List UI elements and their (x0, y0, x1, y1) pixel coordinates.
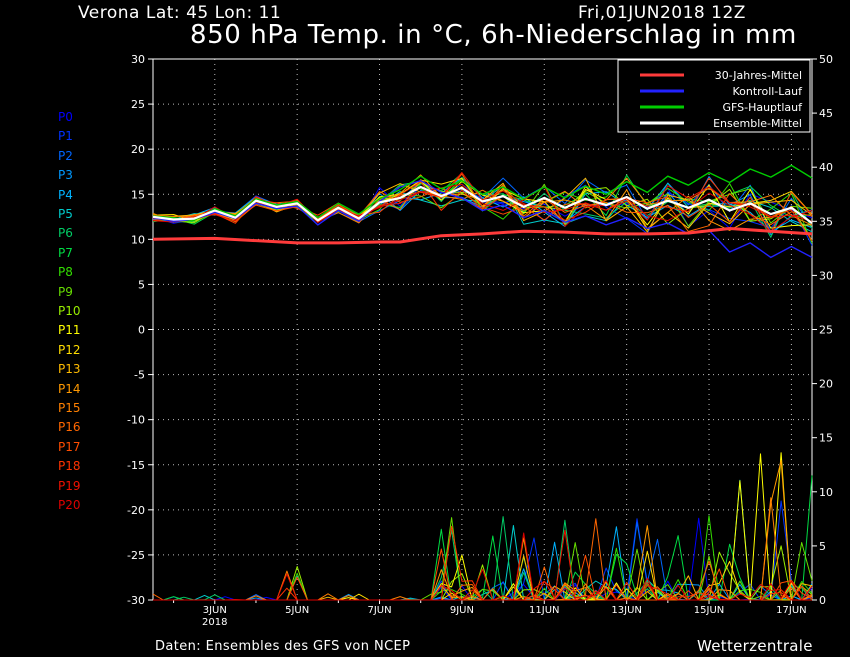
x-tick-label: 9JUN (450, 605, 474, 616)
legend-label: Kontroll-Lauf (733, 85, 804, 98)
x-tick-label: 7JUN (367, 605, 391, 616)
y-left-tick-label: -10 (127, 414, 145, 427)
member-label-p7: P7 (58, 245, 73, 260)
series-line-gfs-hauptlauf (152, 164, 813, 222)
y-right-tick-label: 25 (819, 324, 833, 337)
y-right-tick-label: 10 (819, 486, 833, 499)
legend-label: GFS-Hauptlauf (722, 101, 803, 114)
y-left-tick-label: 5 (138, 278, 145, 291)
y-left-tick-label: 25 (131, 98, 145, 111)
y-right-tick-label: 35 (819, 215, 833, 228)
member-label-p10: P10 (58, 304, 81, 318)
series-line-30-jahres-mittel (152, 227, 813, 245)
y-right-tick-label: 30 (819, 269, 833, 282)
member-precip-line-p8 (153, 515, 813, 601)
y-left-tick-label: -20 (127, 504, 145, 517)
member-label-p12: P12 (58, 342, 81, 357)
run-date-label: Fri,01JUN2018 12Z (578, 3, 746, 23)
y-left-tick-label: 0 (138, 324, 145, 337)
y-left-tick-label: 15 (131, 188, 145, 201)
member-precip-line-p20 (153, 532, 813, 601)
y-right-tick-label: 5 (819, 540, 826, 553)
member-label-p8: P8 (58, 265, 73, 280)
member-label-p13: P13 (58, 362, 81, 377)
y-right-tick-label: 40 (819, 161, 833, 174)
y-left-tick-label: 20 (131, 143, 145, 156)
member-label-p1: P1 (58, 129, 73, 144)
brand-label: Wetterzentrale (697, 637, 813, 655)
x-tick-label: 15JUN (694, 605, 724, 616)
legend-label: Ensemble-Mittel (713, 117, 802, 130)
member-precip-line-p0 (153, 517, 813, 601)
y-left-tick-label: 10 (131, 233, 145, 246)
member-precip-line-p11 (153, 452, 812, 601)
x-tick-label: 11JUN (529, 605, 559, 616)
member-label-p14: P14 (58, 381, 81, 396)
member-label-p2: P2 (58, 148, 73, 163)
member-precip-line-p2 (153, 522, 812, 601)
y-right-tick-label: 50 (819, 53, 833, 66)
y-right-tick-label: 15 (819, 432, 833, 445)
y-right-tick-label: 45 (819, 107, 833, 120)
member-label-p11: P11 (58, 323, 81, 338)
member-precip-line-p9 (153, 517, 813, 601)
y-left-tick-label: -15 (127, 459, 145, 472)
x-tick-label: 13JUN (611, 605, 641, 616)
y-right-tick-label: 0 (819, 594, 826, 607)
member-label-p16: P16 (58, 420, 81, 435)
x-tick-sublabel: 2018 (202, 617, 227, 628)
member-label-p18: P18 (58, 459, 81, 474)
member-temp-line-p19 (152, 172, 813, 222)
location-label: Verona Lat: 45 Lon: 11 (78, 3, 282, 23)
x-tick-label: 3JUN (203, 605, 227, 616)
y-left-tick-label: -25 (127, 549, 145, 562)
member-label-p20: P20 (58, 498, 81, 512)
member-label-p4: P4 (58, 187, 73, 202)
member-precip-line-p16 (152, 518, 812, 601)
member-label-p17: P17 (58, 439, 81, 454)
member-label-p5: P5 (58, 207, 73, 221)
member-precip-line-p6 (153, 516, 813, 601)
data-source-label: Daten: Ensembles des GFS von NCEP (155, 639, 411, 654)
x-tick-label: 17JUN (776, 605, 806, 616)
member-label-p0: P0 (58, 110, 73, 124)
legend-label: 30-Jahres-Mittel (715, 69, 802, 82)
member-label-p15: P15 (58, 401, 81, 415)
x-tick-label: 5JUN (285, 605, 309, 616)
legend-box (617, 59, 811, 133)
member-temp-line-p17 (152, 173, 813, 234)
y-left-tick-label: -5 (134, 369, 145, 382)
member-label-p3: P3 (58, 168, 73, 183)
chart-title: 850 hPa Temp. in °C, 6h-Niederschlag in … (190, 20, 797, 50)
member-label-p6: P6 (58, 226, 73, 241)
member-label-p19: P19 (58, 478, 81, 493)
y-right-tick-label: 20 (819, 378, 833, 391)
y-left-tick-label: -30 (127, 594, 145, 607)
y-left-tick-label: 30 (131, 53, 145, 66)
member-label-p9: P9 (58, 284, 73, 299)
series-line-ensemble-mittel (152, 185, 813, 224)
